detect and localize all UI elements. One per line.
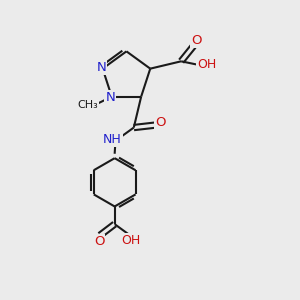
Text: NH: NH xyxy=(103,134,122,146)
Text: N: N xyxy=(96,61,106,74)
Text: O: O xyxy=(191,34,202,47)
Text: O: O xyxy=(155,116,166,129)
Text: OH: OH xyxy=(122,234,141,247)
Text: N: N xyxy=(105,91,115,104)
Text: OH: OH xyxy=(197,58,217,71)
Text: O: O xyxy=(94,235,104,248)
Text: CH₃: CH₃ xyxy=(78,100,99,110)
